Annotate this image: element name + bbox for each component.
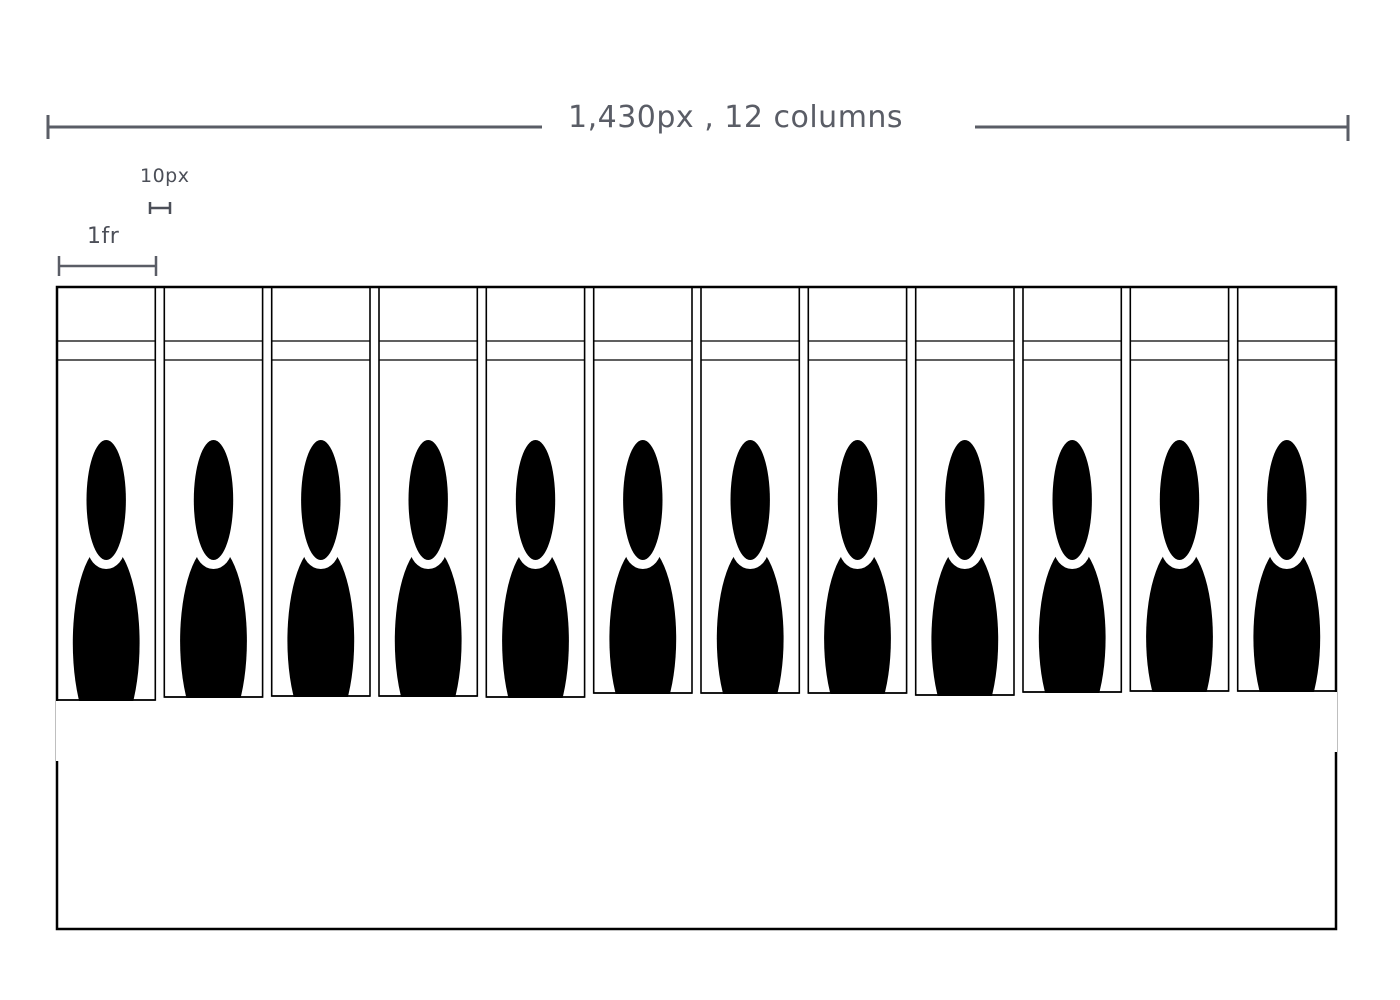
person-icon xyxy=(56,440,157,761)
column-width-dimension xyxy=(57,256,158,276)
person-icon xyxy=(485,440,586,758)
grid-column xyxy=(378,286,479,757)
person-icon xyxy=(1022,440,1123,753)
total-width-dimension xyxy=(46,115,1350,141)
grid-columns xyxy=(56,286,1337,761)
person-icon xyxy=(270,440,371,757)
grid-column xyxy=(1236,286,1337,752)
grid-column xyxy=(807,286,908,754)
grid-column xyxy=(270,286,371,757)
grid-column xyxy=(914,286,1015,756)
person-icon xyxy=(1129,440,1230,752)
person-icon xyxy=(700,440,801,754)
grid-column xyxy=(700,286,801,754)
column-width-label: 1fr xyxy=(87,224,120,249)
person-icon xyxy=(1236,440,1337,752)
person-icon xyxy=(592,440,693,754)
grid-column xyxy=(56,286,157,761)
grid-column xyxy=(1129,286,1230,752)
person-icon xyxy=(163,440,264,758)
person-icon xyxy=(378,440,479,757)
person-icon xyxy=(807,440,908,754)
gap-dimension xyxy=(148,202,172,214)
total-width-label: 1,430px , 12 columns xyxy=(568,100,904,135)
grid-column xyxy=(1022,286,1123,753)
gap-label: 10px xyxy=(140,165,190,187)
grid-column xyxy=(485,286,586,758)
person-icon xyxy=(914,440,1015,756)
grid-column xyxy=(592,286,693,754)
grid-column xyxy=(163,286,264,758)
grid-container xyxy=(55,285,1338,931)
